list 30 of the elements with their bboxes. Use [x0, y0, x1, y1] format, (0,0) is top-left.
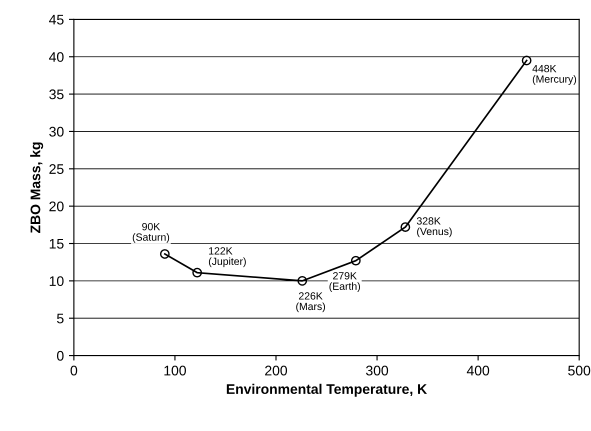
- y-axis-title: ZBO Mass, kg: [30, 142, 44, 233]
- x-tick-label: 200: [265, 366, 288, 376]
- y-tick-label: 45: [49, 14, 64, 25]
- point: [400, 222, 410, 232]
- annotation: 90K (Saturn): [132, 222, 170, 243]
- point: [350, 256, 361, 266]
- annotation: 122K (Jupiter): [208, 247, 246, 268]
- y-tick-label: 25: [49, 164, 64, 174]
- x-tick-label: 300: [366, 366, 388, 376]
- annotation: 279K (Earth): [329, 272, 360, 292]
- y-tick-label: 35: [49, 89, 64, 100]
- point: [297, 276, 308, 286]
- y-tick-label: 30: [49, 126, 64, 137]
- point: [160, 249, 170, 259]
- x-tick-label: 500: [568, 366, 590, 376]
- y-tick-label: 0: [56, 350, 64, 361]
- point: [522, 56, 532, 66]
- annotation: 226K (Mars): [296, 292, 326, 312]
- point: [192, 268, 202, 278]
- y-tick-label: 40: [49, 52, 64, 62]
- annotation: 328K (Venus): [416, 217, 452, 238]
- x-tick-label: 400: [466, 366, 490, 376]
- x-tick-label: 0: [70, 366, 78, 376]
- y-tick-label: 5: [56, 314, 64, 324]
- annotation: 448K (Mercury): [532, 64, 576, 85]
- y-tick-label: 20: [49, 201, 64, 212]
- y-tick-label: 10: [50, 276, 64, 286]
- y-tick-label: 15: [50, 238, 64, 249]
- x-axis-title: Environmental Temperature, K: [226, 384, 427, 397]
- x-tick-label: 100: [164, 366, 186, 376]
